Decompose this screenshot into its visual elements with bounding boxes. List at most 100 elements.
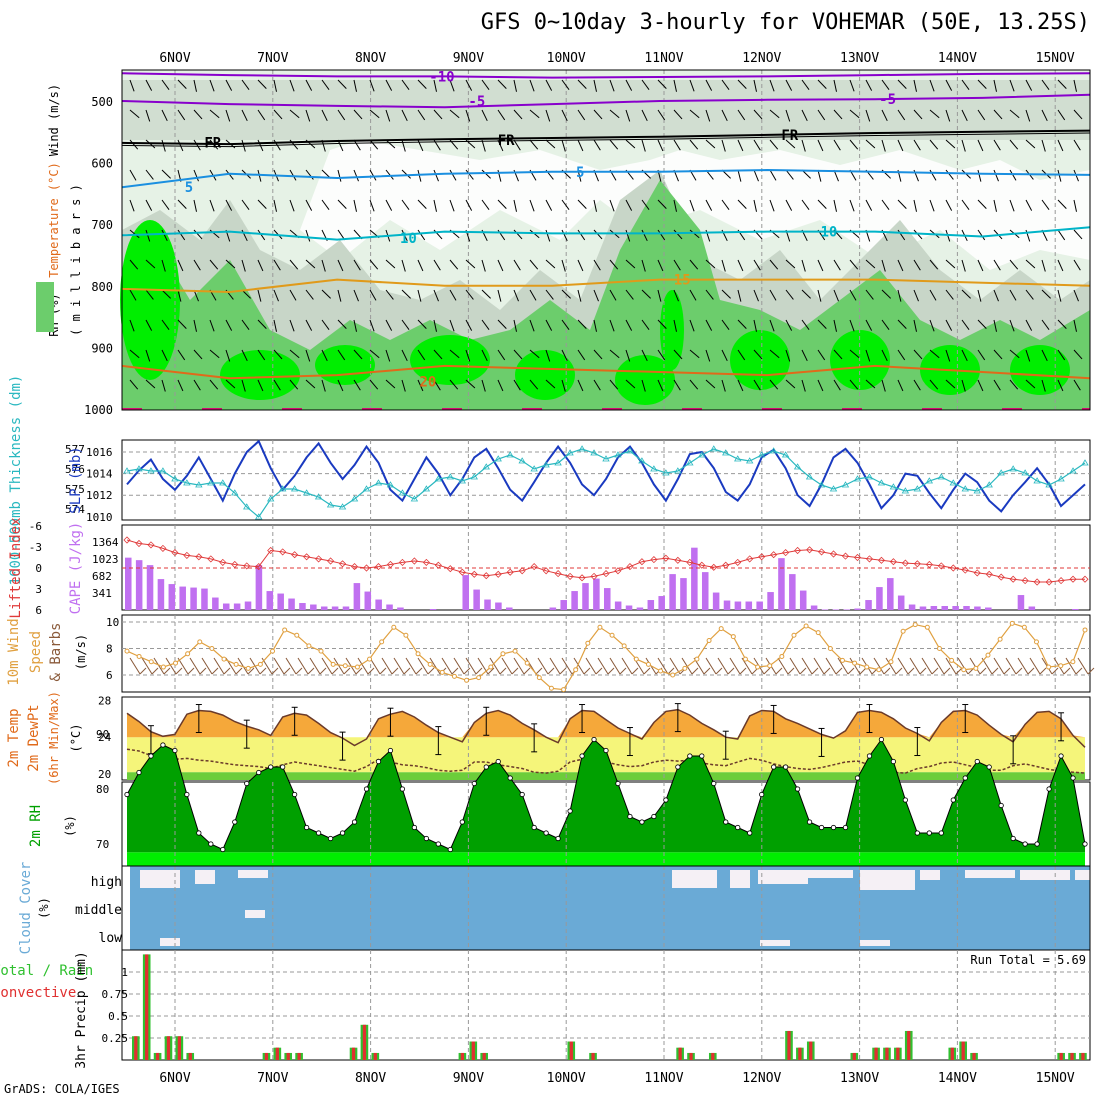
wind-barb xyxy=(417,79,427,89)
wind-barb xyxy=(737,109,746,121)
wind10m-barb-flag xyxy=(235,667,243,675)
wind-barb xyxy=(193,349,203,360)
temp-contour-plus10 xyxy=(121,226,1091,241)
wind-barb xyxy=(385,79,393,91)
wind-barb xyxy=(257,109,266,121)
wind-barb xyxy=(385,139,396,149)
cape-bar xyxy=(604,588,611,610)
thickness-tick-label: 574 xyxy=(65,503,85,516)
rh2m-marker xyxy=(148,753,154,759)
wind-barb xyxy=(593,229,603,240)
wind-barb xyxy=(753,79,757,92)
wind-barb xyxy=(865,379,876,389)
wind-barb xyxy=(465,79,473,91)
cape-bar xyxy=(647,600,655,610)
wind10m-barb xyxy=(477,657,489,675)
wind-barb xyxy=(817,79,827,89)
wind10m-speed-marker xyxy=(694,656,700,662)
thickness-marker xyxy=(638,457,646,464)
wind-barb xyxy=(1009,349,1020,359)
wind-barb xyxy=(721,79,730,91)
wind10m-barb xyxy=(657,657,669,675)
ylabel-rh2m-1: 2m RH xyxy=(28,805,44,847)
wind-barb xyxy=(593,199,597,212)
wind-barb xyxy=(129,259,139,270)
wind-barb xyxy=(913,139,921,151)
wind10m-barb xyxy=(177,657,189,675)
wind10m-barb xyxy=(465,657,477,675)
rh2m-marker xyxy=(890,758,897,765)
rh2m-marker xyxy=(495,758,501,765)
wind10m-barb-flag xyxy=(1039,667,1047,675)
wind-barb xyxy=(577,259,584,272)
wind-barb xyxy=(161,79,170,91)
wind-barb xyxy=(209,109,220,119)
lifted-index-marker xyxy=(746,555,754,563)
rh2m-marker xyxy=(651,813,657,820)
wind-barb xyxy=(721,109,728,122)
wind-barb xyxy=(785,79,793,91)
wind-barb xyxy=(833,379,841,391)
lifted-index-tick-label: 6 xyxy=(35,604,42,617)
wind10m-speed-marker xyxy=(354,664,360,670)
wind-barb xyxy=(897,79,907,89)
thickness-marker xyxy=(183,479,191,486)
thickness-marker xyxy=(757,451,766,458)
wind-barb xyxy=(993,109,1003,120)
wind-barb xyxy=(257,79,267,89)
wind-barb xyxy=(913,379,921,391)
lifted-index-marker xyxy=(722,561,730,569)
wind10m-speed-marker xyxy=(403,632,409,638)
ylabel-cloud-2: (%) xyxy=(37,897,51,919)
wind10m-speed-marker xyxy=(136,653,142,659)
thickness-marker xyxy=(494,455,502,462)
rh2m-marker xyxy=(1046,786,1052,792)
wind10m-barb-flag xyxy=(595,667,603,675)
wind10m-barb-flag xyxy=(643,667,651,675)
wind10m-speed-marker xyxy=(852,660,858,666)
wind-barb xyxy=(673,109,683,120)
wind-barb xyxy=(337,259,344,272)
wind-barb xyxy=(449,319,455,332)
wind-barb xyxy=(897,139,904,152)
wind-barb xyxy=(1025,379,1036,389)
wind-barb xyxy=(433,379,441,391)
precip-bar-convective xyxy=(264,1052,269,1060)
pressure-tick-label: 700 xyxy=(91,218,113,232)
wind10m-barb-flag xyxy=(307,667,315,675)
cloud-gridlines xyxy=(174,866,1056,950)
lifted-index-marker xyxy=(1081,575,1089,583)
wind-barb xyxy=(417,319,427,329)
wind-barb xyxy=(1057,319,1067,329)
rh2m-marker xyxy=(567,808,573,814)
precip-bar-convective xyxy=(896,1047,900,1060)
wind-barb xyxy=(849,109,860,119)
lifted-index-marker xyxy=(267,546,275,555)
wind-barb xyxy=(689,139,699,150)
wind-barb xyxy=(769,379,779,390)
rh2m-marker xyxy=(699,753,705,759)
wind-barb xyxy=(721,199,730,211)
cloud-gap xyxy=(860,940,890,946)
wind-barb xyxy=(881,139,886,152)
wind10m-speed-marker xyxy=(839,657,845,663)
wind-barb xyxy=(753,199,757,212)
lifted-index-marker xyxy=(255,563,263,571)
wind-barb xyxy=(289,79,295,92)
wind10m-speed-marker xyxy=(561,687,567,693)
wind-barb xyxy=(737,169,742,182)
cape-bar xyxy=(625,605,633,610)
wind-barb xyxy=(865,349,871,362)
rh2m-marker xyxy=(747,830,753,836)
precip-bar-convective xyxy=(961,1041,965,1060)
wind-barb xyxy=(241,109,248,122)
ylabel-cape: CAPE (J/kg) xyxy=(68,522,84,615)
cloud-gap xyxy=(808,870,853,878)
wind-barb xyxy=(801,79,810,91)
thickness-marker xyxy=(961,485,969,492)
wind-barb xyxy=(129,349,140,359)
lifted-index-marker xyxy=(518,567,526,575)
thickness-marker xyxy=(1009,465,1017,472)
wind-barb xyxy=(433,259,441,271)
